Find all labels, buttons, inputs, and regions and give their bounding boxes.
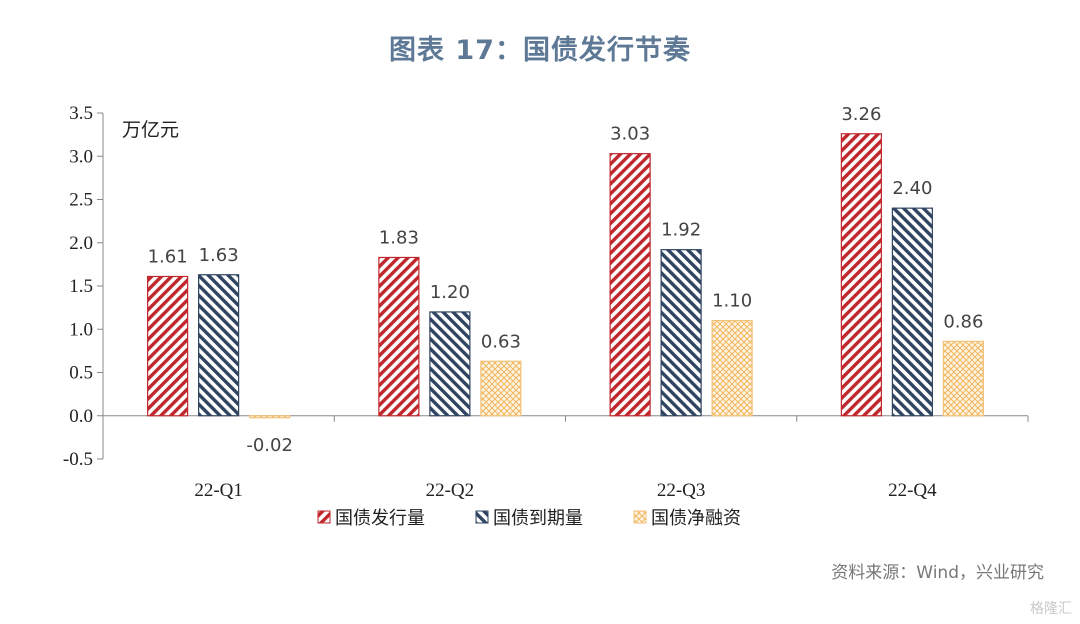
x-category-label: 22-Q2 <box>426 480 475 501</box>
legend-swatch <box>317 510 331 524</box>
data-label: 2.40 <box>892 178 932 199</box>
data-label: 3.03 <box>610 124 650 145</box>
x-category-label: 22-Q4 <box>888 480 937 501</box>
data-label: 1.92 <box>661 220 701 241</box>
bar-maturity <box>660 249 702 417</box>
data-label: 0.63 <box>481 331 521 352</box>
data-label: 1.10 <box>712 291 752 312</box>
bar-net-financing <box>942 340 984 417</box>
legend-label: 国债到期量 <box>493 508 583 529</box>
y-tick-label: 0.0 <box>69 406 93 427</box>
legend-label: 国债发行量 <box>335 508 425 529</box>
legend-label: 国债净融资 <box>651 508 741 529</box>
bar-issuance <box>378 256 420 417</box>
bar-net-financing <box>711 320 753 417</box>
y-unit-label: 万亿元 <box>122 119 179 141</box>
y-tick-label: 0.5 <box>69 363 93 384</box>
bar-net-financing <box>480 360 522 417</box>
bar-net-financing <box>249 415 291 419</box>
bar-issuance <box>840 133 882 417</box>
chart-title: 图表 17：国债发行节奏 <box>389 35 691 66</box>
y-tick-label: -0.5 <box>63 449 93 470</box>
y-tick-label: 1.5 <box>69 276 93 297</box>
y-tick-label: 3.5 <box>69 103 93 124</box>
y-tick-label: 2.5 <box>69 190 93 211</box>
bar-issuance <box>609 153 651 417</box>
x-category-label: 22-Q3 <box>657 480 706 501</box>
data-label: -0.02 <box>246 435 293 456</box>
legend-swatch <box>475 510 489 524</box>
x-category-label: 22-Q1 <box>194 480 243 501</box>
data-label: 3.26 <box>841 104 881 125</box>
y-tick-label: 3.0 <box>69 146 93 167</box>
data-label: 0.86 <box>943 311 983 332</box>
data-label: 1.61 <box>148 246 188 267</box>
data-label: 1.20 <box>430 282 470 303</box>
data-label: 1.63 <box>199 245 239 266</box>
bar-issuance <box>147 275 189 417</box>
watermark-logo: 格隆汇 <box>1030 601 1072 617</box>
bar-maturity <box>429 311 471 417</box>
bar-maturity <box>891 207 933 417</box>
y-tick-label: 1.0 <box>69 319 93 340</box>
source-note: 资料来源：Wind，兴业研究 <box>831 563 1044 583</box>
data-label: 1.83 <box>379 227 419 248</box>
y-tick-label: 2.0 <box>69 233 93 254</box>
bar-maturity <box>198 274 240 417</box>
legend-swatch <box>633 510 647 524</box>
